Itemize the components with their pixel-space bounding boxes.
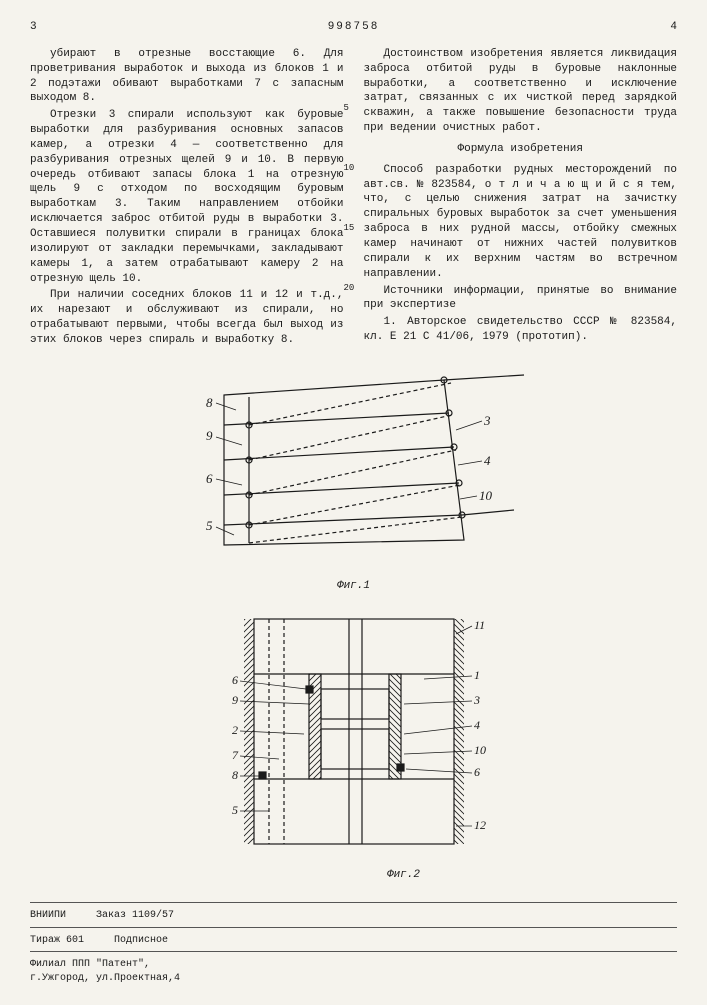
left-p3: При наличии соседних блоков 11 и 12 и т.… <box>30 288 344 347</box>
callout-5: 5 <box>206 518 213 533</box>
left-column: убирают в отрезные восстающие 6. Для про… <box>30 47 344 350</box>
line-marker: 10 <box>344 162 355 174</box>
callout-9: 9 <box>206 428 213 443</box>
callout-2: 2 <box>232 723 238 737</box>
footer-org: ВНИИПИ <box>30 909 66 923</box>
footer: ВНИИПИ Заказ 1109/57 Тираж 601 Подписное… <box>30 902 677 985</box>
left-p2: Отрезки 3 спирали используют как буровые… <box>30 108 344 286</box>
figure-1: 8 9 6 3 4 5 10 <box>164 365 544 575</box>
callout-6: 6 <box>232 673 238 687</box>
callout-10: 10 <box>474 743 486 757</box>
footer-sign: Подписное <box>114 934 168 948</box>
callout-8: 8 <box>206 395 213 410</box>
page-left: 3 <box>30 20 60 35</box>
fig1-label: Фиг.1 <box>30 579 677 594</box>
left-p1: убирают в отрезные восстающие 6. Для про… <box>30 47 344 106</box>
callout-6b: 6 <box>474 765 480 779</box>
footer-order: Заказ 1109/57 <box>96 909 174 923</box>
page-right: 4 <box>647 20 677 35</box>
text-columns: убирают в отрезные восстающие 6. Для про… <box>30 47 677 350</box>
callout-7: 7 <box>232 748 239 762</box>
callout-5: 5 <box>232 803 238 817</box>
right-p2: Способ разработки рудных месторождений п… <box>364 163 678 282</box>
callout-6: 6 <box>206 471 213 486</box>
footer-tirazh: Тираж 601 <box>30 934 84 948</box>
right-p3: 1. Авторское свидетельство СССР № 823584… <box>364 315 678 345</box>
footer-address: г.Ужгород, ул.Проектная,4 <box>30 972 677 986</box>
fig2-label: Фиг.2 <box>130 868 677 883</box>
callout-4: 4 <box>484 453 491 468</box>
callout-3: 3 <box>473 693 480 707</box>
right-p1: Достоинством изобретения является ликвид… <box>364 47 678 136</box>
callout-12: 12 <box>474 818 486 832</box>
callout-11: 11 <box>474 618 485 632</box>
line-marker: 5 <box>344 102 349 114</box>
formula-heading: Формула изобретения <box>364 142 678 157</box>
callout-3: 3 <box>483 413 491 428</box>
line-marker: 20 <box>344 282 355 294</box>
right-column: Достоинством изобретения является ликвид… <box>364 47 678 350</box>
callout-1: 1 <box>474 668 480 682</box>
figure-2: 6 9 2 7 8 5 11 1 3 4 10 6 12 <box>194 604 514 864</box>
document-number: 998758 <box>60 20 647 35</box>
footer-branch: Филиал ППП "Патент", <box>30 958 677 972</box>
callout-4: 4 <box>474 718 480 732</box>
line-marker: 15 <box>344 222 355 234</box>
sources-heading: Источники информации, принятые во вниман… <box>364 284 678 314</box>
callout-8: 8 <box>232 768 238 782</box>
callout-9: 9 <box>232 693 238 707</box>
callout-10: 10 <box>479 488 493 503</box>
